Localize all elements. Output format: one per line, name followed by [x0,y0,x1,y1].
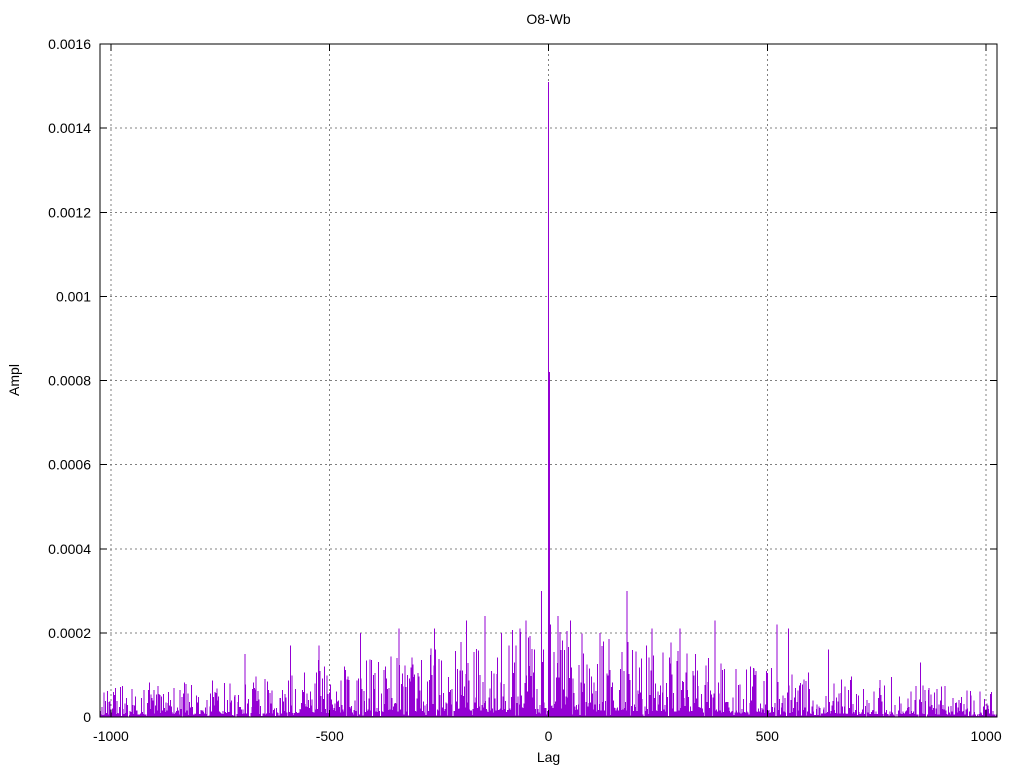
y-tick-label: 0.001 [56,288,91,304]
y-tick-label: 0.0016 [48,36,91,52]
x-tick-label: -1000 [93,728,129,744]
x-tick-label: 1000 [970,728,1001,744]
y-tick-label: 0.0008 [48,373,91,389]
x-axis-title: Lag [536,749,561,765]
x-tick-label: 500 [756,728,780,744]
y-tick-label: 0 [83,709,91,725]
y-tick-label: 0.0006 [48,457,91,473]
y-tick-label: 0.0014 [48,120,91,136]
y-tick-label: 0.0004 [48,541,91,557]
x-tick-label: 0 [545,728,553,744]
x-tick-label: -500 [316,728,344,744]
y-tick-label: 0.0002 [48,625,91,641]
y-tick-label: 0.0012 [48,204,91,220]
chart-title: O8-Wb [526,11,571,27]
